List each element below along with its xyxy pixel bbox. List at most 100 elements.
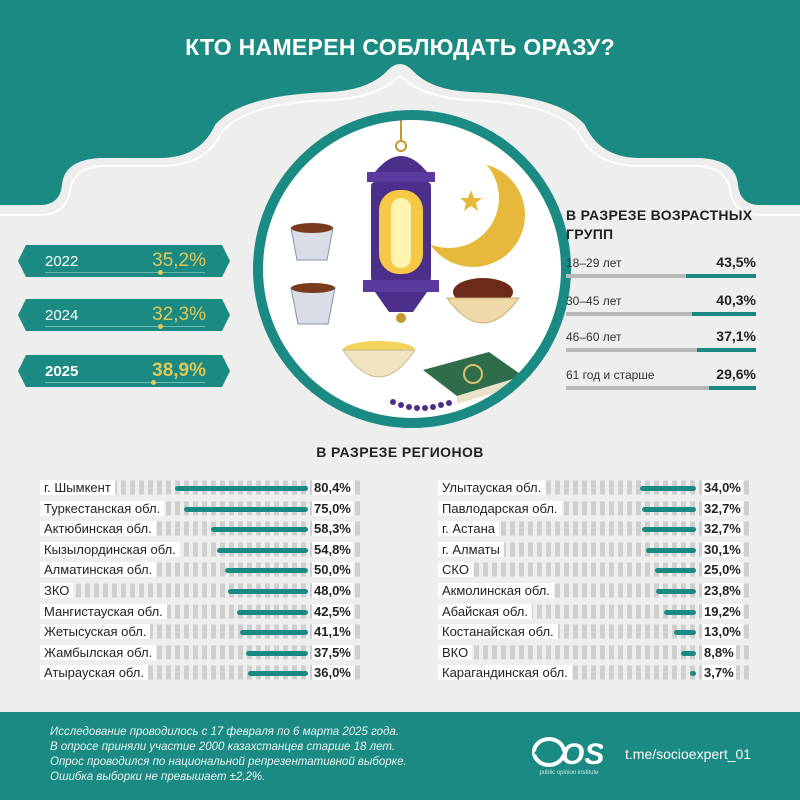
age-group-row: 30–45 лет 40,3% bbox=[566, 288, 756, 316]
region-label: Актюбинская обл. bbox=[40, 521, 156, 537]
age-group-value: 37,1% bbox=[716, 328, 756, 344]
telegram-link[interactable]: t.me/socioexpert_01 bbox=[625, 746, 752, 762]
region-label: Абайская обл. bbox=[438, 603, 532, 619]
region-label: Улытауская обл. bbox=[438, 480, 546, 495]
methodology-line: В опросе приняли участие 2000 казахстанц… bbox=[50, 741, 395, 753]
region-label: Мангистауская обл. bbox=[40, 603, 167, 619]
region-row: Актюбинская обл. 58,3% bbox=[40, 519, 360, 539]
region-bar bbox=[225, 568, 308, 574]
region-value: 36,0% bbox=[312, 665, 353, 681]
region-row-dashes bbox=[438, 480, 750, 495]
region-row-dashes bbox=[438, 604, 750, 619]
region-bar bbox=[217, 547, 308, 553]
year-value: 32,3% bbox=[152, 304, 206, 325]
region-row-dashes bbox=[438, 645, 750, 660]
year-underline bbox=[45, 382, 205, 383]
region-row: Алматинская обл. 50,0% bbox=[40, 560, 360, 580]
age-group-label: 18–29 лет bbox=[566, 256, 622, 270]
year-label: 2025 bbox=[45, 363, 79, 380]
region-bar bbox=[641, 506, 696, 512]
region-label: г. Алматы bbox=[438, 541, 504, 557]
region-value: 75,0% bbox=[312, 500, 353, 516]
year-box-shape bbox=[18, 245, 230, 277]
region-bar bbox=[211, 527, 308, 533]
region-bar bbox=[174, 486, 308, 491]
region-label: Алматинская обл. bbox=[40, 562, 157, 578]
osi-logo-icon: OSI bbox=[532, 737, 603, 771]
region-row-dashes bbox=[438, 542, 750, 557]
region-bar bbox=[674, 630, 696, 636]
soup-bowl-icon bbox=[342, 341, 416, 378]
region-row: Жетысуская обл. 41,1% bbox=[40, 622, 360, 642]
region-row: СКО 25,0% bbox=[438, 560, 750, 580]
age-group-row: 61 год и старше 29,6% bbox=[566, 362, 756, 390]
region-label: Акмолинская обл. bbox=[438, 583, 554, 598]
age-group-row: 18–29 лет 43,5% bbox=[566, 250, 756, 278]
methodology-line: Опрос проводился по национальной репрезе… bbox=[50, 756, 407, 768]
region-label: Жетысуская обл. bbox=[40, 624, 151, 640]
age-group-track bbox=[566, 274, 756, 278]
region-value: 54,8% bbox=[312, 541, 353, 557]
region-label: Карагандинская обл. bbox=[438, 665, 572, 681]
region-value: 13,0% bbox=[702, 624, 743, 640]
region-label: СКО bbox=[438, 562, 473, 578]
region-bar bbox=[239, 630, 308, 636]
region-row: г. Астана 32,7% bbox=[438, 519, 750, 539]
region-bar bbox=[228, 589, 308, 594]
osi-logo-subtitle: public opinion institute bbox=[539, 770, 599, 776]
region-row-dashes bbox=[438, 624, 750, 639]
region-row: Карагандинская обл. 3,7% bbox=[438, 663, 750, 683]
region-row-dashes bbox=[438, 562, 750, 577]
region-value: 58,3% bbox=[312, 521, 353, 537]
region-row: г. Алматы 30,1% bbox=[438, 540, 750, 560]
region-row: Абайская обл. 19,2% bbox=[438, 602, 750, 622]
region-row-dashes bbox=[438, 521, 750, 536]
age-group-label: 30–45 лет bbox=[566, 294, 622, 308]
age-group-label: 46–60 лет bbox=[566, 330, 622, 344]
region-row: Кызылординская обл. 54,8% bbox=[40, 540, 360, 560]
year-underline-dot bbox=[151, 380, 156, 385]
year-box-shape bbox=[18, 299, 230, 331]
region-row: Мангистауская обл. 42,5% bbox=[40, 602, 360, 622]
age-group-bar bbox=[697, 348, 756, 352]
methodology-line: Исследование проводилось с 17 февраля по… bbox=[50, 726, 400, 738]
osi-logo-text: OSI bbox=[561, 738, 603, 771]
region-value: 3,7% bbox=[702, 665, 736, 681]
methodology-line: Ошибка выборки не превышает ±2,2%. bbox=[50, 771, 266, 783]
region-bar bbox=[237, 609, 308, 615]
region-row-dashes bbox=[438, 501, 750, 516]
ramadan-illustration bbox=[290, 120, 525, 411]
region-row: г. Шымкент 80,4% bbox=[40, 478, 360, 498]
region-label: Кызылординская обл. bbox=[40, 541, 180, 557]
age-group-bar bbox=[686, 274, 756, 278]
region-label: Жамбылская обл. bbox=[40, 644, 157, 660]
year-box-2022: 2022 35,2% bbox=[18, 245, 230, 277]
region-row-dashes bbox=[438, 583, 750, 598]
region-bar bbox=[656, 589, 696, 594]
methodology-note: Исследование проводилось с 17 февраля по… bbox=[50, 725, 470, 785]
age-group-bar bbox=[692, 312, 756, 316]
region-bar bbox=[183, 506, 308, 512]
region-label: ВКО bbox=[438, 644, 473, 660]
region-bar bbox=[639, 486, 696, 491]
region-bar bbox=[654, 568, 696, 574]
age-group-track bbox=[566, 386, 756, 390]
year-box-2024: 2024 32,3% bbox=[18, 299, 230, 331]
age-group-track bbox=[566, 312, 756, 316]
year-box-2025: 2025 38,9% bbox=[18, 355, 230, 387]
region-row: Атырауская обл. 36,0% bbox=[40, 663, 360, 683]
region-label: Атырауская обл. bbox=[40, 665, 148, 681]
region-value: 42,5% bbox=[312, 603, 353, 619]
region-section-title: В РАЗРЕЗЕ РЕГИОНОВ bbox=[316, 444, 484, 460]
region-label: Туркестанская обл. bbox=[40, 500, 165, 516]
year-label: 2022 bbox=[45, 253, 79, 270]
region-value: 48,0% bbox=[312, 583, 353, 598]
region-value: 30,1% bbox=[702, 541, 743, 557]
age-section-title: В РАЗРЕЗЕ ВОЗРАСТНЫХ ГРУПП bbox=[566, 207, 753, 242]
region-row: Улытауская обл. 34,0% bbox=[438, 478, 750, 498]
region-value: 34,0% bbox=[702, 480, 743, 495]
region-label: г. Шымкент bbox=[40, 480, 115, 495]
regions-left-panel: г. Шымкент 80,4% Туркестанская обл. 75,0% Ак… bbox=[40, 478, 360, 683]
illustration-circle bbox=[263, 120, 561, 418]
footer: Исследование проводилось с 17 февраля по… bbox=[0, 712, 800, 800]
